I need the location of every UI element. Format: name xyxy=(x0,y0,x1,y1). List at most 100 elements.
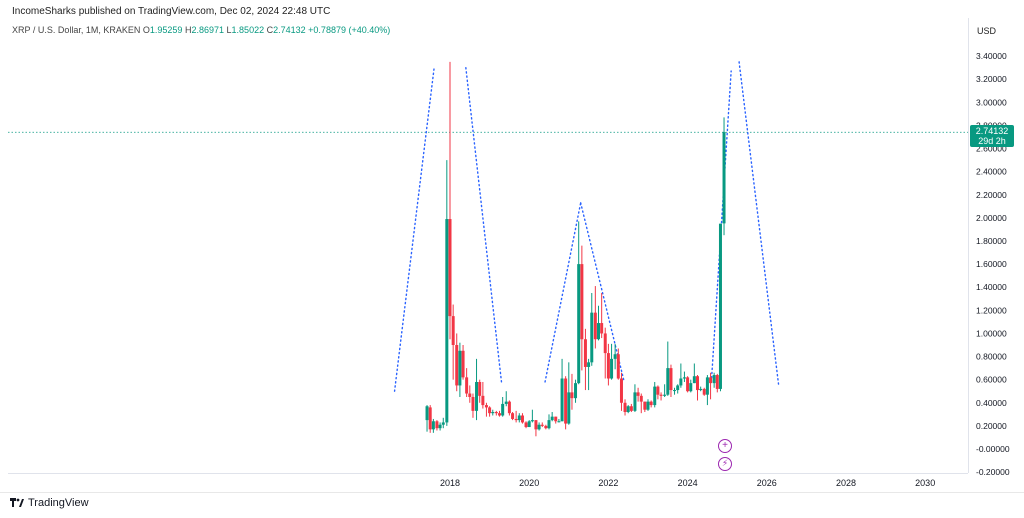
candle-body xyxy=(669,368,673,391)
currency-label[interactable]: USD xyxy=(977,26,997,36)
candle xyxy=(428,405,432,433)
candle-body xyxy=(498,413,501,416)
candle xyxy=(656,385,660,400)
lightning-icon[interactable]: ⚡ xyxy=(718,457,732,471)
candle xyxy=(692,363,696,384)
candle-body xyxy=(501,403,505,416)
candle-body xyxy=(603,333,607,354)
candle xyxy=(465,368,469,397)
candle-body xyxy=(527,421,531,428)
candle-body xyxy=(682,377,686,379)
close-value: 2.74132 xyxy=(273,25,306,35)
candle xyxy=(491,409,495,416)
publisher-caption: IncomeSharks published on TradingView.co… xyxy=(12,6,331,17)
candle-body xyxy=(428,407,432,430)
plus-icon[interactable]: + xyxy=(718,439,732,453)
candle-body xyxy=(517,415,521,421)
candle xyxy=(560,358,564,422)
candle-body xyxy=(475,381,479,411)
candle xyxy=(468,385,472,403)
candle-body xyxy=(547,420,551,429)
candle xyxy=(494,410,498,416)
candle-body xyxy=(534,420,538,430)
candle-body xyxy=(544,425,548,429)
candle xyxy=(629,403,633,413)
candle-body xyxy=(646,401,650,410)
candle-body xyxy=(554,416,558,422)
tradingview-logo-icon xyxy=(10,498,24,507)
candle xyxy=(540,422,544,428)
candle-body xyxy=(705,377,709,395)
projection-line-0 xyxy=(393,66,435,392)
tradingview-brand: TradingView xyxy=(28,497,89,509)
candle-body xyxy=(666,368,670,395)
candle xyxy=(626,405,630,414)
candle xyxy=(520,413,524,424)
ohlc-legend: XRP / U.S. Dollar, 1M, KRAKEN O1.95259 H… xyxy=(12,25,390,35)
price-axis-border xyxy=(968,18,969,473)
candle-body xyxy=(567,392,571,424)
candle-body xyxy=(468,393,472,397)
candle-body xyxy=(639,395,643,402)
candle-body xyxy=(425,406,429,421)
candle-body xyxy=(488,407,492,414)
candle-body xyxy=(626,406,630,413)
candle-body xyxy=(560,378,564,422)
candle-body xyxy=(613,354,617,359)
tradingview-logo[interactable]: TradingView xyxy=(10,497,89,509)
candle-body xyxy=(520,415,524,423)
y-tick-label: 0.20000 xyxy=(976,421,1007,431)
projection-line-5 xyxy=(738,61,780,387)
candle-body xyxy=(514,418,518,421)
candle xyxy=(441,417,445,429)
candle-body xyxy=(540,424,544,426)
candle xyxy=(438,422,442,431)
candle xyxy=(425,405,429,432)
candle-body xyxy=(471,397,475,411)
candle-body xyxy=(455,345,459,386)
candle xyxy=(547,414,551,430)
candle-body xyxy=(438,424,442,429)
candle xyxy=(689,379,693,393)
candle xyxy=(643,401,647,413)
candle-body xyxy=(590,312,594,363)
candle xyxy=(587,358,591,391)
candle-body xyxy=(679,378,683,386)
candle-body xyxy=(673,390,677,392)
candle xyxy=(524,421,528,429)
y-tick-label: 2.40000 xyxy=(976,167,1007,177)
projection-line-1 xyxy=(465,66,503,383)
candle-body xyxy=(663,394,667,396)
candle-body xyxy=(692,376,696,384)
y-tick-label: 2.20000 xyxy=(976,190,1007,200)
candle-body xyxy=(504,401,508,404)
candle xyxy=(461,345,465,380)
candle xyxy=(603,327,607,379)
symbol-label: XRP / U.S. Dollar, 1M, KRAKEN xyxy=(12,25,141,35)
y-tick-label: 2.00000 xyxy=(976,213,1007,223)
candle xyxy=(663,384,667,397)
candle xyxy=(498,410,501,417)
candle xyxy=(722,117,726,236)
candle-body xyxy=(597,323,600,340)
candle-body xyxy=(629,406,633,411)
footer-divider xyxy=(0,492,1024,493)
y-tick-label: 3.40000 xyxy=(976,51,1007,61)
candle xyxy=(606,343,610,386)
candle-body xyxy=(491,412,495,414)
candle xyxy=(550,412,554,422)
candle xyxy=(600,293,604,339)
candle-body xyxy=(689,383,693,392)
candle xyxy=(471,393,475,418)
candle xyxy=(527,420,531,428)
candle xyxy=(475,358,479,421)
candle-body xyxy=(537,424,541,430)
candle-body xyxy=(445,219,449,423)
open-label: O xyxy=(142,25,150,35)
candle-body xyxy=(431,421,435,430)
candle xyxy=(712,372,716,388)
candle xyxy=(718,223,722,392)
candle xyxy=(435,420,439,431)
candle xyxy=(484,402,488,417)
